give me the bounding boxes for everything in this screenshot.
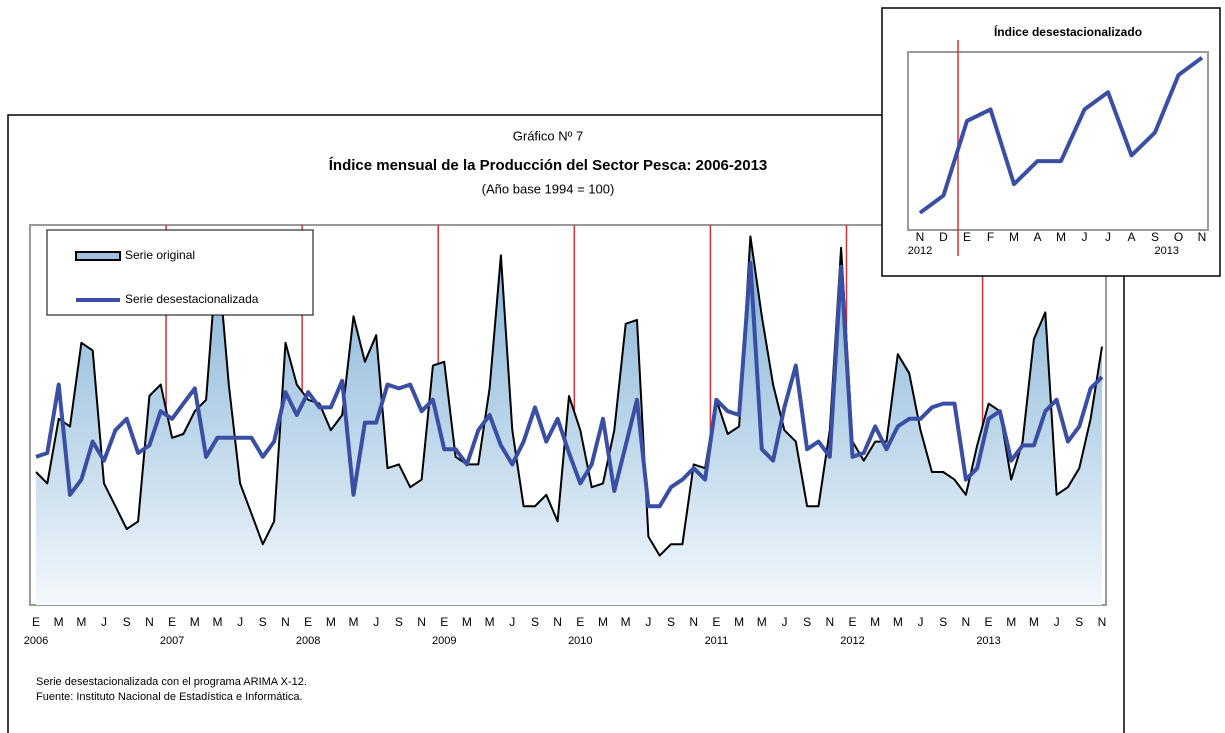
inset-chart: Índice desestacionalizado N D E F M A M J J A S O N2…: [881, 7, 1221, 277]
x-tick-label: J: [918, 615, 924, 629]
year-label: 2010: [568, 635, 592, 647]
x-tick-label: D: [939, 230, 948, 244]
x-tick-label: M: [598, 615, 608, 629]
x-tick-label: J: [781, 615, 787, 629]
x-tick-label: S: [531, 615, 539, 629]
x-tick-label: E: [712, 615, 720, 629]
x-tick-label: M: [326, 615, 336, 629]
year-label: 2007: [160, 635, 184, 647]
x-tick-label: M: [893, 615, 903, 629]
x-tick-label: S: [259, 615, 267, 629]
x-tick-label: N: [825, 615, 834, 629]
x-tick-label: S: [123, 615, 131, 629]
legend-swatch: [75, 251, 121, 261]
inset-plot: [918, 56, 1204, 215]
x-tick-label: S: [1075, 615, 1083, 629]
x-tick-label: J: [101, 615, 107, 629]
year-label: 2013: [1155, 245, 1179, 257]
x-tick-label: M: [212, 615, 222, 629]
x-tick-label: N: [553, 615, 562, 629]
x-tick-label: E: [440, 615, 448, 629]
series-area: [36, 236, 1102, 605]
series-line: [918, 56, 1204, 215]
x-tick-label: S: [939, 615, 947, 629]
x-tick-label: S: [803, 615, 811, 629]
x-tick-label: M: [757, 615, 767, 629]
x-tick-label: M: [76, 615, 86, 629]
legend-label: Serie original: [125, 248, 195, 262]
x-tick-label: M: [462, 615, 472, 629]
year-label: 2009: [432, 635, 456, 647]
year-label: 2006: [24, 635, 48, 647]
chart-subtitle: (Año base 1994 = 100): [482, 181, 615, 196]
x-tick-label: M: [621, 615, 631, 629]
note: Serie desestacionalizada con el programa…: [36, 676, 307, 688]
year-label: 2012: [908, 245, 932, 257]
x-tick-label: J: [1105, 230, 1111, 244]
x-tick-label: M: [54, 615, 64, 629]
x-tick-label: N: [281, 615, 290, 629]
chart-title: Índice mensual de la Producción del Sect…: [329, 157, 768, 174]
x-tick-label: O: [1174, 230, 1183, 244]
x-tick-label: S: [667, 615, 675, 629]
x-tick-label: E: [963, 230, 971, 244]
x-tick-label: N: [1198, 230, 1207, 244]
x-tick-label: E: [848, 615, 856, 629]
x-tick-label: J: [645, 615, 651, 629]
x-tick-label: E: [32, 615, 40, 629]
x-tick-label: M: [190, 615, 200, 629]
x-tick-label: N: [916, 230, 925, 244]
x-tick-label: S: [1151, 230, 1159, 244]
x-tick-label: N: [689, 615, 698, 629]
x-tick-label: M: [734, 615, 744, 629]
x-tick-label: M: [485, 615, 495, 629]
x-tick-label: M: [1006, 615, 1016, 629]
x-tick-label: J: [509, 615, 515, 629]
x-tick-label: S: [395, 615, 403, 629]
year-label: 2011: [705, 635, 729, 647]
legend: Serie original Serie desestacionalizada: [46, 229, 314, 316]
x-tick-label: M: [870, 615, 880, 629]
x-tick-label: J: [1054, 615, 1060, 629]
chart-caption: Gráfico Nº 7: [513, 128, 584, 143]
x-tick-label: M: [349, 615, 359, 629]
note: Fuente: Instituto Nacional de Estadístic…: [36, 691, 303, 703]
x-tick-label: N: [417, 615, 426, 629]
inset-title: Índice desestacionalizado: [994, 24, 1142, 39]
year-label: 2013: [976, 635, 1000, 647]
x-tick-label: N: [1098, 615, 1107, 629]
x-tick-label: J: [1082, 230, 1088, 244]
x-tick-label: E: [985, 615, 993, 629]
x-tick-label: E: [168, 615, 176, 629]
legend-label: Serie desestacionalizada: [125, 292, 259, 306]
x-tick-label: N: [145, 615, 154, 629]
x-tick-label: A: [1033, 230, 1041, 244]
x-tick-label: M: [1009, 230, 1019, 244]
series-line: [35, 261, 1104, 509]
x-tick-label: M: [1029, 615, 1039, 629]
inset-plot-area: [907, 51, 1209, 231]
x-tick-label: E: [304, 615, 312, 629]
year-label: 2012: [840, 635, 864, 647]
x-tick-label: M: [1056, 230, 1066, 244]
x-tick-label: E: [576, 615, 584, 629]
x-tick-label: J: [373, 615, 379, 629]
year-label: 2008: [296, 635, 320, 647]
x-tick-label: N: [962, 615, 971, 629]
x-tick-label: F: [987, 230, 994, 244]
x-tick-label: A: [1127, 230, 1135, 244]
x-tick-label: J: [237, 615, 243, 629]
